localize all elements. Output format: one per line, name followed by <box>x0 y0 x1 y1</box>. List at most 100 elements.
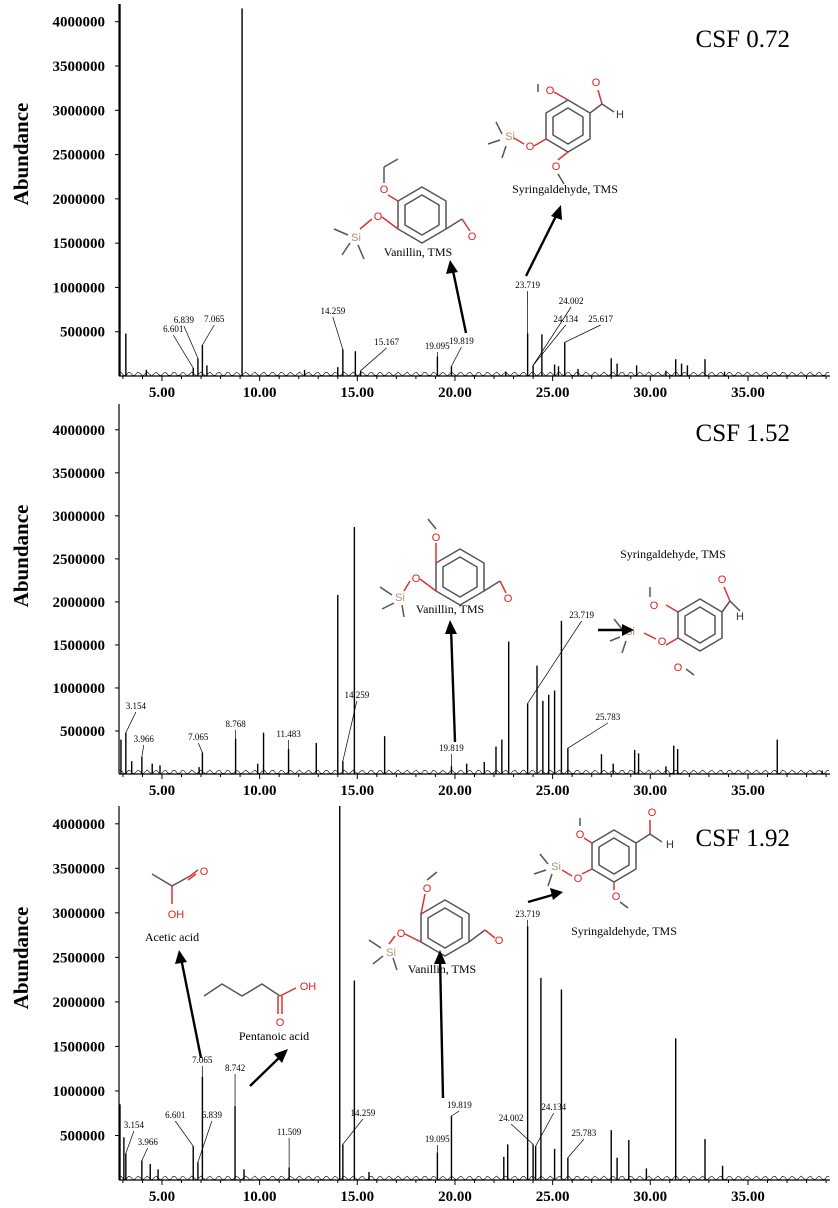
y-tick-label: 3000000 <box>53 103 106 119</box>
peak-label: 6.839 <box>202 1110 223 1120</box>
arrow <box>249 1054 283 1087</box>
peak-label: 7.065 <box>192 1055 213 1065</box>
oxygen-atom: O <box>648 807 657 819</box>
y-tick-label: 4000000 <box>53 817 106 833</box>
peak-label: 23.719 <box>515 909 540 919</box>
peak-label: 8.768 <box>225 719 246 729</box>
panel-title: CSF 0.72 <box>696 26 790 53</box>
baseline-trace <box>118 1175 830 1181</box>
y-tick-label: 1500000 <box>53 638 106 654</box>
peak-leader-line <box>141 744 145 757</box>
chromatogram-panel-csf-1-92: Abundance CSF 1.92 500000 1000000 1500000 2… <box>9 806 830 1205</box>
chromatogram-panel-csf-1-52: Abundance CSF 1.52 500000 1000000 1500000 2… <box>9 404 830 799</box>
x-tick-label: 10.00 <box>243 1189 277 1205</box>
oxygen-atom: O <box>526 141 535 153</box>
y-axis-label: Abundance <box>9 505 33 608</box>
oxygen-atom: O <box>546 85 555 97</box>
x-tick-label: 25.00 <box>536 783 570 799</box>
y-tick-label: 500000 <box>60 1128 105 1144</box>
y-tick-label: 2500000 <box>53 148 106 164</box>
x-tick-label: 30.00 <box>633 385 667 401</box>
peak-leader-line <box>527 620 582 704</box>
oxygen-atom: O <box>650 600 659 612</box>
oxygen-atom: O <box>718 574 727 586</box>
y-tick-label: 3000000 <box>53 509 106 525</box>
hydroxyl-group: OH <box>300 981 317 993</box>
x-tick-label: 20.00 <box>438 385 472 401</box>
y-axis-label: Abundance <box>9 907 33 1010</box>
compound-label-syringaldehyde: Syringaldehyde, TMS <box>620 547 726 561</box>
vanillin-structure: O O Si O <box>333 158 477 260</box>
x-tick-label: 10.00 <box>243 385 277 401</box>
y-tick-label: 2000000 <box>53 192 106 208</box>
chromatogram-panel-csf-0-72: Abundance CSF 0.72 500000 1000000 1500000 2… <box>9 4 830 401</box>
acetic-acid-structure: O OH <box>151 866 209 921</box>
oxygen-atom: O <box>423 883 432 895</box>
syringaldehyde-structure: O O O Si O H <box>487 77 624 185</box>
peak-label: 24.002 <box>559 296 584 306</box>
y-tick-label: 1000000 <box>53 280 106 296</box>
oxygen-atom: O <box>658 636 667 648</box>
oxygen-atom: O <box>592 77 601 89</box>
peak-label: 19.095 <box>425 341 450 351</box>
x-tick-label: 15.00 <box>340 783 374 799</box>
x-tick-label: 15.00 <box>340 1189 374 1205</box>
syringaldehyde-structure: O O O Si O H <box>533 807 674 909</box>
peak-leader-line <box>342 1118 364 1145</box>
x-tick-label: 30.00 <box>633 783 667 799</box>
arrow <box>527 892 557 904</box>
y-tick-label: 2000000 <box>53 595 106 611</box>
arrow <box>179 957 203 1059</box>
peak-label: 8.742 <box>225 1063 245 1073</box>
peak-leader-line <box>535 1112 555 1147</box>
baseline-trace <box>118 371 830 377</box>
peak-leader-line <box>174 1120 194 1147</box>
x-tick-label: 15.00 <box>340 385 374 401</box>
syringaldehyde-structure: O O O Si O H <box>609 574 744 676</box>
compound-label-vanillin: Vanillin, TMS <box>384 245 452 259</box>
y-tick-label: 1000000 <box>53 1084 106 1100</box>
x-tick-label: 10.00 <box>243 783 277 799</box>
axis-ticks: 500000 1000000 1500000 2000000 2500000 300000… <box>53 15 827 401</box>
y-tick-label: 2000000 <box>53 995 106 1011</box>
axis-ticks: 500000 1000000 1500000 2000000 2500000 300000… <box>53 817 827 1205</box>
peak-label: 6.601 <box>165 1110 185 1120</box>
x-tick-label: 5.00 <box>149 385 175 401</box>
y-tick-label: 2500000 <box>53 552 106 568</box>
vanillin-structure: O O Si O <box>379 518 513 618</box>
arrow <box>524 211 560 277</box>
peak-label: 7.065 <box>204 314 225 324</box>
peak-label: 11.509 <box>277 1127 302 1137</box>
y-tick-label: 2500000 <box>53 950 106 966</box>
x-tick-label: 5.00 <box>149 783 175 799</box>
pentanoic-acid-structure: OH O <box>203 981 317 1029</box>
peak-label: 3.154 <box>126 701 147 711</box>
arrowhead <box>434 950 446 964</box>
x-tick-label: 35.00 <box>731 783 765 799</box>
oxygen-atom: O <box>552 161 561 173</box>
compound-label-vanillin: Vanillin, TMS <box>416 602 484 616</box>
peak-leader-line <box>451 346 462 367</box>
x-tick-label: 30.00 <box>633 1189 667 1205</box>
oxygen-atom: O <box>374 211 383 223</box>
compound-label-vanillin: Vanillin, TMS <box>408 962 476 976</box>
peak-leader-line <box>510 1123 534 1145</box>
peaks <box>118 806 830 1181</box>
peak-label: 7.065 <box>188 732 209 742</box>
peak-leader-line <box>125 1130 135 1154</box>
arrow <box>438 957 445 1099</box>
peak-label: 19.819 <box>439 743 464 753</box>
panel-title: CSF 1.52 <box>696 420 790 447</box>
oxygen-atom: O <box>576 829 585 841</box>
y-tick-label: 1000000 <box>53 681 106 697</box>
peaks <box>118 527 830 775</box>
baseline-trace <box>118 769 830 775</box>
peak-leader-line <box>183 325 199 359</box>
axis-ticks: 500000 1000000 1500000 2000000 2500000 300000… <box>53 423 827 799</box>
arrowhead <box>175 950 187 964</box>
y-tick-label: 1500000 <box>53 1039 106 1055</box>
peak-label: 11.483 <box>276 729 301 739</box>
peak-label: 19.819 <box>447 1100 472 1110</box>
hydrogen-atom: H <box>666 839 674 851</box>
